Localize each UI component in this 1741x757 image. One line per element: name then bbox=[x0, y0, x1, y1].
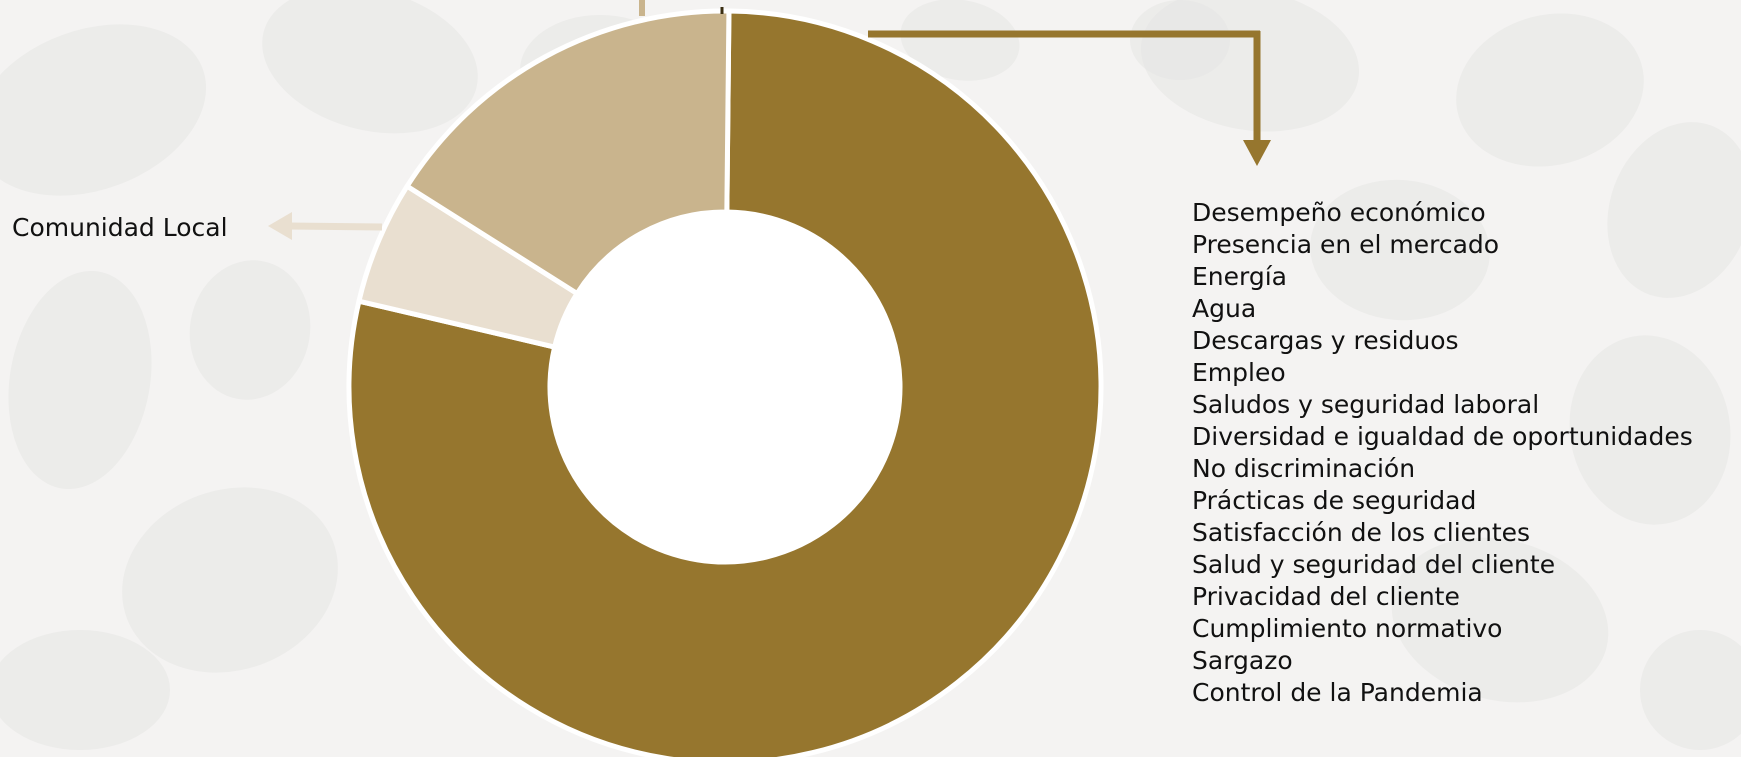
topic-list-item: Privacidad del cliente bbox=[1192, 582, 1460, 611]
pattern-blob bbox=[1607, 122, 1741, 298]
pattern-blob bbox=[1640, 630, 1741, 750]
topic-list-item: Salud y seguridad del cliente bbox=[1192, 550, 1556, 579]
pattern-blob bbox=[0, 630, 170, 750]
topic-list-item: Desempeño económico bbox=[1192, 198, 1486, 227]
left-arrow-head bbox=[268, 212, 292, 240]
pattern-blob bbox=[900, 0, 1020, 81]
pattern-blob bbox=[1310, 179, 1490, 321]
slice-label-comunidad-local: Comunidad Local bbox=[12, 213, 228, 242]
topic-list-item: Sargazo bbox=[1192, 646, 1293, 675]
donut-slices bbox=[346, 8, 1104, 757]
topic-list-item: Satisfacción de los clientes bbox=[1192, 518, 1531, 547]
topic-list-item: Diversidad e igualdad de oportunidades bbox=[1192, 422, 1693, 451]
donut-hole bbox=[552, 214, 898, 560]
topic-list-item: Prácticas de seguridad bbox=[1192, 486, 1477, 515]
pattern-blob bbox=[1456, 13, 1644, 167]
donut-slice-3 bbox=[404, 8, 732, 297]
pattern-blob bbox=[122, 487, 338, 673]
pattern-blob bbox=[1569, 335, 1731, 525]
topic-list-item: Presencia en el mercado bbox=[1192, 230, 1500, 259]
pattern-blob bbox=[262, 0, 478, 134]
pattern-blob bbox=[1391, 537, 1609, 703]
callout-arrows bbox=[268, 0, 1271, 240]
donut-slice-1 bbox=[346, 8, 1104, 757]
pattern-blob bbox=[189, 260, 311, 400]
topic-list-item: Agua bbox=[1192, 294, 1257, 323]
topic-list-item: Descargas y residuos bbox=[1192, 326, 1459, 355]
topic-list-item: Control de la Pandemia bbox=[1192, 678, 1483, 707]
topic-list-item: Cumplimiento normativo bbox=[1192, 614, 1503, 643]
topic-list-item: Energía bbox=[1192, 262, 1287, 291]
topic-list-item: No discriminación bbox=[1192, 454, 1416, 483]
left-arrow-line bbox=[287, 222, 383, 231]
pattern-blob bbox=[0, 24, 207, 196]
pattern-blob bbox=[8, 270, 152, 490]
pattern-blob bbox=[1130, 0, 1230, 80]
topic-list: Desempeño económico Presencia en el merca… bbox=[1192, 197, 1693, 709]
topic-list-item: Empleo bbox=[1192, 358, 1286, 387]
main-arrow-head bbox=[1243, 140, 1271, 166]
topic-list-item: Saludos y seguridad laboral bbox=[1192, 390, 1540, 419]
